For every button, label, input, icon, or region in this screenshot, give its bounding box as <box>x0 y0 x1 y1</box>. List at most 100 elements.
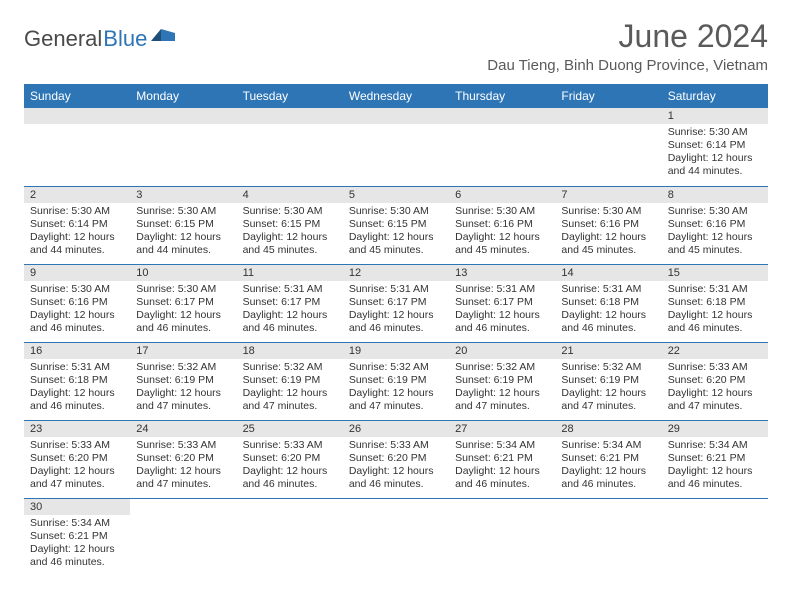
sunset-text: Sunset: 6:14 PM <box>30 218 124 231</box>
sunrise-text: Sunrise: 5:30 AM <box>668 126 762 139</box>
day-number: 25 <box>237 421 343 437</box>
sunset-text: Sunset: 6:19 PM <box>243 374 337 387</box>
day-data: Sunrise: 5:34 AMSunset: 6:21 PMDaylight:… <box>449 437 555 496</box>
day-data: Sunrise: 5:33 AMSunset: 6:20 PMDaylight:… <box>662 359 768 418</box>
day-data: Sunrise: 5:31 AMSunset: 6:18 PMDaylight:… <box>24 359 130 418</box>
calendar-day-cell: 5Sunrise: 5:30 AMSunset: 6:15 PMDaylight… <box>343 186 449 264</box>
sunrise-text: Sunrise: 5:31 AM <box>455 283 549 296</box>
sunset-text: Sunset: 6:18 PM <box>561 296 655 309</box>
location-text: Dau Tieng, Binh Duong Province, Vietnam <box>487 57 768 74</box>
day-number: 26 <box>343 421 449 437</box>
weekday-header: Friday <box>555 84 661 108</box>
day-data: Sunrise: 5:31 AMSunset: 6:17 PMDaylight:… <box>237 281 343 340</box>
sunrise-text: Sunrise: 5:30 AM <box>30 283 124 296</box>
sunset-text: Sunset: 6:20 PM <box>349 452 443 465</box>
day-data: Sunrise: 5:33 AMSunset: 6:20 PMDaylight:… <box>237 437 343 496</box>
calendar-day-cell: 10Sunrise: 5:30 AMSunset: 6:17 PMDayligh… <box>130 264 236 342</box>
sunrise-text: Sunrise: 5:34 AM <box>561 439 655 452</box>
sunrise-text: Sunrise: 5:32 AM <box>243 361 337 374</box>
weekday-header: Sunday <box>24 84 130 108</box>
day-data: Sunrise: 5:30 AMSunset: 6:15 PMDaylight:… <box>130 203 236 262</box>
weekday-header-row: SundayMondayTuesdayWednesdayThursdayFrid… <box>24 84 768 108</box>
calendar-day-cell: 11Sunrise: 5:31 AMSunset: 6:17 PMDayligh… <box>237 264 343 342</box>
day-number: 20 <box>449 343 555 359</box>
sunset-text: Sunset: 6:17 PM <box>243 296 337 309</box>
daylight-text: Daylight: 12 hours and 46 minutes. <box>30 309 124 335</box>
title-block: June 2024 Dau Tieng, Binh Duong Province… <box>487 18 768 74</box>
sunrise-text: Sunrise: 5:33 AM <box>668 361 762 374</box>
day-data: Sunrise: 5:32 AMSunset: 6:19 PMDaylight:… <box>555 359 661 418</box>
day-number-empty <box>343 108 449 124</box>
calendar-day-cell: 20Sunrise: 5:32 AMSunset: 6:19 PMDayligh… <box>449 342 555 420</box>
calendar-day-cell: 22Sunrise: 5:33 AMSunset: 6:20 PMDayligh… <box>662 342 768 420</box>
day-data: Sunrise: 5:30 AMSunset: 6:16 PMDaylight:… <box>555 203 661 262</box>
day-data: Sunrise: 5:30 AMSunset: 6:14 PMDaylight:… <box>24 203 130 262</box>
calendar-day-cell: 13Sunrise: 5:31 AMSunset: 6:17 PMDayligh… <box>449 264 555 342</box>
weekday-header: Wednesday <box>343 84 449 108</box>
sunrise-text: Sunrise: 5:34 AM <box>30 517 124 530</box>
sunrise-text: Sunrise: 5:30 AM <box>349 205 443 218</box>
sunset-text: Sunset: 6:17 PM <box>455 296 549 309</box>
day-number: 7 <box>555 187 661 203</box>
sunset-text: Sunset: 6:16 PM <box>668 218 762 231</box>
calendar-day-cell: 24Sunrise: 5:33 AMSunset: 6:20 PMDayligh… <box>130 420 236 498</box>
calendar-table: SundayMondayTuesdayWednesdayThursdayFrid… <box>24 84 768 576</box>
sunset-text: Sunset: 6:21 PM <box>561 452 655 465</box>
day-data: Sunrise: 5:34 AMSunset: 6:21 PMDaylight:… <box>555 437 661 496</box>
day-data: Sunrise: 5:31 AMSunset: 6:17 PMDaylight:… <box>449 281 555 340</box>
calendar-day-cell: 21Sunrise: 5:32 AMSunset: 6:19 PMDayligh… <box>555 342 661 420</box>
day-number: 5 <box>343 187 449 203</box>
daylight-text: Daylight: 12 hours and 44 minutes. <box>668 152 762 178</box>
day-number: 29 <box>662 421 768 437</box>
day-number: 19 <box>343 343 449 359</box>
calendar-day-cell: 18Sunrise: 5:32 AMSunset: 6:19 PMDayligh… <box>237 342 343 420</box>
day-number: 10 <box>130 265 236 281</box>
day-data: Sunrise: 5:30 AMSunset: 6:16 PMDaylight:… <box>449 203 555 262</box>
day-number: 21 <box>555 343 661 359</box>
sunset-text: Sunset: 6:16 PM <box>30 296 124 309</box>
calendar-week-row: 30Sunrise: 5:34 AMSunset: 6:21 PMDayligh… <box>24 498 768 576</box>
day-number-empty <box>237 499 343 515</box>
day-data: Sunrise: 5:31 AMSunset: 6:18 PMDaylight:… <box>662 281 768 340</box>
sunrise-text: Sunrise: 5:31 AM <box>668 283 762 296</box>
calendar-day-cell <box>555 498 661 576</box>
daylight-text: Daylight: 12 hours and 46 minutes. <box>349 465 443 491</box>
day-data: Sunrise: 5:33 AMSunset: 6:20 PMDaylight:… <box>24 437 130 496</box>
day-number: 16 <box>24 343 130 359</box>
calendar-week-row: 16Sunrise: 5:31 AMSunset: 6:18 PMDayligh… <box>24 342 768 420</box>
day-data: Sunrise: 5:33 AMSunset: 6:20 PMDaylight:… <box>343 437 449 496</box>
calendar-day-cell: 6Sunrise: 5:30 AMSunset: 6:16 PMDaylight… <box>449 186 555 264</box>
day-data: Sunrise: 5:30 AMSunset: 6:14 PMDaylight:… <box>662 124 768 183</box>
day-data: Sunrise: 5:32 AMSunset: 6:19 PMDaylight:… <box>130 359 236 418</box>
brand-logo: GeneralBlue <box>24 26 177 52</box>
day-number-empty <box>555 108 661 124</box>
daylight-text: Daylight: 12 hours and 46 minutes. <box>455 465 549 491</box>
sunset-text: Sunset: 6:20 PM <box>668 374 762 387</box>
calendar-week-row: 9Sunrise: 5:30 AMSunset: 6:16 PMDaylight… <box>24 264 768 342</box>
daylight-text: Daylight: 12 hours and 46 minutes. <box>349 309 443 335</box>
weekday-header: Saturday <box>662 84 768 108</box>
sunset-text: Sunset: 6:20 PM <box>243 452 337 465</box>
daylight-text: Daylight: 12 hours and 44 minutes. <box>30 231 124 257</box>
daylight-text: Daylight: 12 hours and 44 minutes. <box>136 231 230 257</box>
sunset-text: Sunset: 6:21 PM <box>668 452 762 465</box>
calendar-day-cell: 17Sunrise: 5:32 AMSunset: 6:19 PMDayligh… <box>130 342 236 420</box>
daylight-text: Daylight: 12 hours and 45 minutes. <box>668 231 762 257</box>
sunrise-text: Sunrise: 5:31 AM <box>349 283 443 296</box>
sunrise-text: Sunrise: 5:33 AM <box>349 439 443 452</box>
calendar-day-cell: 15Sunrise: 5:31 AMSunset: 6:18 PMDayligh… <box>662 264 768 342</box>
daylight-text: Daylight: 12 hours and 47 minutes. <box>668 387 762 413</box>
sunrise-text: Sunrise: 5:32 AM <box>349 361 443 374</box>
day-data: Sunrise: 5:30 AMSunset: 6:16 PMDaylight:… <box>662 203 768 262</box>
sunrise-text: Sunrise: 5:30 AM <box>243 205 337 218</box>
day-data: Sunrise: 5:31 AMSunset: 6:18 PMDaylight:… <box>555 281 661 340</box>
daylight-text: Daylight: 12 hours and 47 minutes. <box>136 465 230 491</box>
day-data: Sunrise: 5:34 AMSunset: 6:21 PMDaylight:… <box>24 515 130 574</box>
day-number: 28 <box>555 421 661 437</box>
calendar-day-cell <box>555 108 661 186</box>
weekday-header: Tuesday <box>237 84 343 108</box>
daylight-text: Daylight: 12 hours and 46 minutes. <box>136 309 230 335</box>
sunrise-text: Sunrise: 5:31 AM <box>243 283 337 296</box>
calendar-day-cell: 29Sunrise: 5:34 AMSunset: 6:21 PMDayligh… <box>662 420 768 498</box>
calendar-day-cell: 28Sunrise: 5:34 AMSunset: 6:21 PMDayligh… <box>555 420 661 498</box>
